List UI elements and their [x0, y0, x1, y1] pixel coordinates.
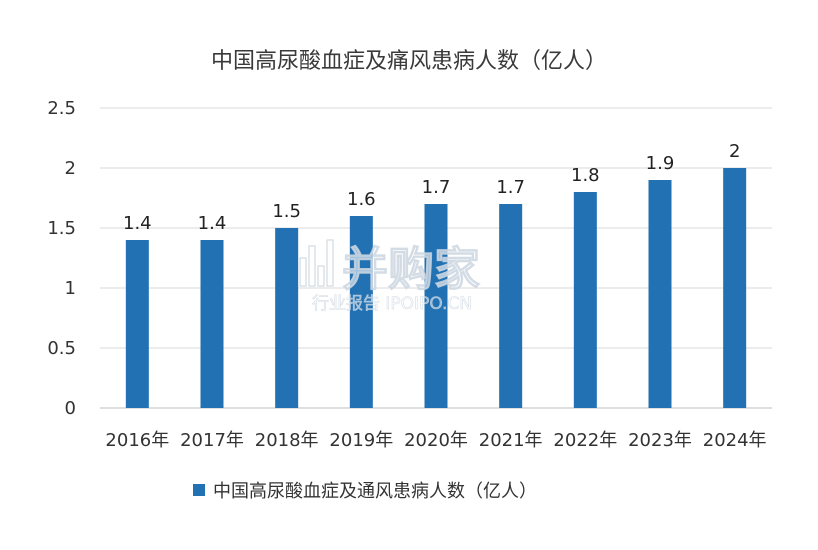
- y-tick-label: 2: [65, 158, 76, 179]
- bar-2018年: [275, 228, 299, 408]
- legend-swatch: [193, 484, 205, 496]
- bar-2021年: [499, 204, 523, 408]
- data-label: 1.4: [198, 213, 227, 234]
- legend-label: 中国高尿酸血症及通风患病人数（亿人）: [213, 481, 537, 502]
- data-label: 1.5: [272, 201, 301, 222]
- bar-2023年: [648, 180, 672, 408]
- watermark: 并购家 行业报告 IPOIPO.CN: [299, 239, 481, 314]
- y-tick-label: 1.5: [47, 218, 76, 239]
- x-tick-label: 2018年: [255, 430, 319, 451]
- data-label: 1.8: [571, 165, 600, 186]
- bar-2020年: [424, 204, 448, 408]
- data-label: 1.7: [496, 177, 525, 198]
- x-tick-label: 2023年: [628, 430, 692, 451]
- x-tick-label: 2020年: [404, 430, 468, 451]
- data-label: 1.4: [123, 213, 152, 234]
- data-labels: 1.4 1.4 1.5 1.6 1.7 1.7 1.8 1.9 2: [123, 141, 740, 234]
- data-label: 2: [729, 141, 740, 162]
- bar-2022年: [573, 192, 597, 408]
- data-label: 1.9: [646, 153, 675, 174]
- y-tick-label: 1: [65, 278, 76, 299]
- bar-2016年: [125, 240, 149, 408]
- legend: 中国高尿酸血症及通风患病人数（亿人）: [193, 481, 537, 502]
- watermark-sub-text: 行业报告 IPOIPO.CN: [312, 294, 472, 314]
- chart-title: 中国高尿酸血症及痛风患病人数（亿人）: [211, 49, 607, 74]
- x-tick-label: 2024年: [703, 430, 767, 451]
- x-tick-label: 2022年: [553, 430, 617, 451]
- data-label: 1.6: [347, 189, 376, 210]
- bars: [125, 168, 747, 408]
- bar-2019年: [349, 216, 373, 408]
- x-axis-tick-labels: 2016年 2017年 2018年 2019年 2020年 2021年 2022年 2023年…: [105, 430, 766, 451]
- y-tick-label: 2.5: [47, 98, 76, 119]
- x-tick-label: 2016年: [105, 430, 169, 451]
- x-tick-label: 2019年: [329, 430, 393, 451]
- x-tick-label: 2021年: [479, 430, 543, 451]
- x-tick-label: 2017年: [180, 430, 244, 451]
- bar-2017年: [200, 240, 224, 408]
- watermark-logo-icon: [299, 239, 334, 287]
- watermark-main-text: 并购家: [342, 242, 480, 296]
- y-tick-label: 0.5: [47, 338, 76, 359]
- y-axis-tick-labels: 0 0.5 1 1.5 2 2.5: [47, 98, 76, 419]
- y-tick-label: 0: [65, 398, 76, 419]
- bar-2024年: [723, 168, 747, 408]
- data-label: 1.7: [422, 177, 451, 198]
